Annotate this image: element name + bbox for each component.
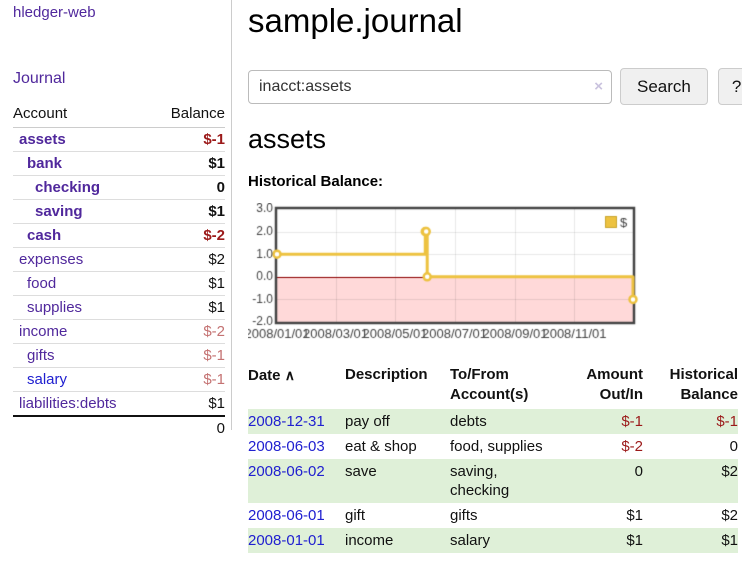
account-link[interactable]: expenses [19,251,84,268]
transaction-balance: $1 [721,532,738,549]
help-button[interactable]: ? [717,68,742,105]
account-balance: $-2 [203,227,225,244]
register-col-date[interactable]: Date ∧ [248,367,295,384]
account-row: checking 0 [13,176,225,200]
transaction-accounts: gifts [450,507,478,524]
register-body: 2008-12-31 pay off debts $-1 $-1 2008-06-03 ea… [248,409,738,553]
historical-balance-chart [248,203,742,353]
transaction-description: pay off [345,413,390,430]
account-row: cash $-2 [13,224,225,248]
account-row: salary $-1 [13,368,225,392]
chart-title: Historical Balance: [248,173,384,190]
account-link[interactable]: saving [35,203,83,220]
register-row: 2008-12-31 pay off debts $-1 $-1 [248,409,738,434]
register-row: 2008-06-03 eat & shop food, supplies $-2 0 [248,434,738,459]
account-balance: $2 [208,251,225,268]
transaction-date-link[interactable]: 2008-01-01 [248,532,325,549]
register-col-balance: Historical Balance [669,366,738,403]
register-col-description: Description [345,366,428,383]
account-balance: $-2 [203,323,225,340]
transaction-date-link[interactable]: 2008-06-02 [248,463,325,480]
transaction-accounts: salary [450,532,491,549]
account-row: gifts $-1 [13,344,225,368]
accounts-table: Account Balance assets $-1 bank $1 checking 0… [13,101,225,440]
account-balance: $-1 [203,371,225,388]
sidebar-item-journal[interactable]: Journal [13,70,66,87]
account-link[interactable]: food [27,275,57,292]
accounts-body: assets $-1 bank $1 checking 0 saving $1 cash $-2 e… [13,128,225,416]
transaction-accounts: food, supplies [450,438,543,455]
account-row: assets $-1 [13,128,225,152]
transaction-description: income [345,532,394,549]
register-row: 2008-06-01 gift gifts $1 $2 [248,503,738,528]
transaction-accounts: debts [450,413,487,430]
account-row: bank $1 [13,152,225,176]
brand-link[interactable]: hledger-web [13,4,96,21]
transaction-description: eat & shop [345,438,417,455]
register-col-accounts: To/From Account(s) [450,366,529,403]
main-content: sample.journal × Search ? assets Histori… [248,0,742,582]
account-row: food $1 [13,272,225,296]
account-balance: $1 [208,275,225,292]
page-title: sample.journal [248,2,463,39]
sidebar: hledger-web Journal Account Balance asse… [0,0,231,582]
transaction-balance: $2 [721,507,738,524]
account-balance: $1 [208,299,225,316]
account-row: expenses $2 [13,248,225,272]
register-header-row: Date ∧ Description To/From Account(s) Am… [248,363,738,409]
clear-search-icon[interactable]: × [594,77,603,95]
account-link[interactable]: assets [19,131,66,148]
account-balance: $-1 [203,131,225,148]
register-row: 2008-01-01 income salary $1 $1 [248,528,738,553]
register-table: Date ∧ Description To/From Account(s) Am… [248,363,738,553]
account-link[interactable]: checking [35,179,101,196]
account-link[interactable]: salary [27,371,68,388]
account-link[interactable]: gifts [27,347,55,364]
account-row: liabilities:debts $1 [13,392,225,416]
transaction-amount: $-2 [621,438,643,455]
account-link[interactable]: income [19,323,68,340]
transaction-amount: $-1 [621,413,643,430]
account-balance: 0 [216,179,225,196]
search-button[interactable]: Search [620,68,708,105]
account-balance: $-1 [203,347,225,364]
sort-asc-icon: ∧ [284,367,295,383]
accounts-header-row: Account Balance [13,101,225,128]
accounts-total: 0 [216,420,225,437]
account-row: saving $1 [13,200,225,224]
register-row: 2008-06-02 save saving, checking 0 $2 [248,459,738,503]
search-input[interactable] [248,69,612,104]
transaction-description: gift [345,507,366,524]
account-row: income $-2 [13,320,225,344]
transaction-amount: $1 [626,532,643,549]
account-balance: $1 [208,203,225,220]
register-col-amount: Amount Out/In [586,366,643,403]
account-link[interactable]: liabilities:debts [19,395,117,412]
transaction-balance: 0 [729,438,738,455]
transaction-amount: $1 [626,507,643,524]
transaction-amount: 0 [634,463,643,480]
search-form: × Search ? [248,68,742,105]
transaction-balance: $2 [721,463,738,480]
transaction-date-link[interactable]: 2008-12-31 [248,413,325,430]
account-link[interactable]: bank [27,155,63,172]
accounts-total-row: 0 [13,416,225,440]
sidebar-divider [231,0,232,430]
account-heading: assets [248,124,327,154]
account-balance: $1 [208,155,225,172]
accounts-col-account: Account [13,105,68,122]
transaction-balance: $-1 [716,413,738,430]
accounts-col-balance: Balance [170,105,225,122]
transaction-description: save [345,463,377,480]
transaction-accounts: saving, checking [450,463,510,499]
account-balance: $1 [208,395,225,412]
transaction-date-link[interactable]: 2008-06-03 [248,438,325,455]
account-link[interactable]: supplies [27,299,83,316]
account-link[interactable]: cash [27,227,62,244]
account-row: supplies $1 [13,296,225,320]
transaction-date-link[interactable]: 2008-06-01 [248,507,325,524]
